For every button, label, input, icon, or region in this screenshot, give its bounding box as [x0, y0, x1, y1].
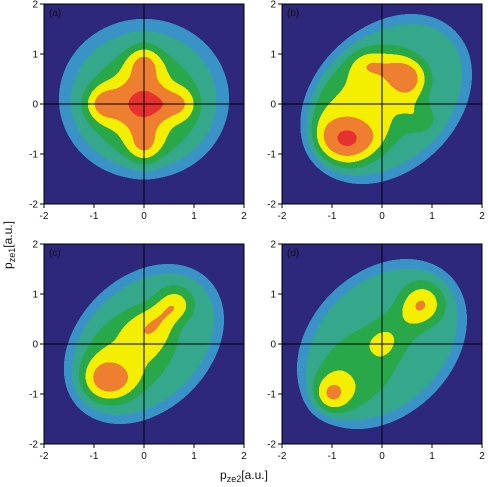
- y-tick-label: 2: [270, 240, 276, 251]
- x-axis-label: pze2[a.u.]: [220, 468, 268, 484]
- blob: [371, 303, 423, 355]
- x-tick-label: -2: [278, 451, 287, 462]
- y-tick-label: -2: [29, 440, 38, 451]
- y-tick-label: -1: [267, 150, 276, 161]
- y-tick-label: 0: [270, 340, 276, 351]
- x-tick-label: -1: [90, 451, 99, 462]
- panel-label: (c): [49, 248, 61, 259]
- x-tick-label: 2: [479, 211, 485, 222]
- panel-label: (a): [49, 8, 61, 19]
- y-tick-label: 0: [32, 340, 38, 351]
- blob: [174, 299, 189, 314]
- y-tick-label: 1: [270, 290, 276, 301]
- panel-label: (b): [287, 8, 299, 19]
- blob: [332, 124, 362, 154]
- blob: [99, 369, 119, 389]
- x-tick-label: 0: [141, 211, 147, 222]
- y-tick-label: 2: [32, 0, 38, 11]
- blob: [414, 296, 430, 312]
- y-axis-label: pze1[a.u.]: [1, 221, 17, 269]
- x-tick-label: -2: [278, 211, 287, 222]
- x-tick-label: 0: [379, 451, 385, 462]
- contour-field: [303, 15, 471, 183]
- x-tick-label: 2: [479, 451, 485, 462]
- y-tick-label: -1: [29, 150, 38, 161]
- blob: [352, 56, 382, 72]
- y-tick-label: -1: [29, 390, 38, 401]
- x-tick-label: 0: [141, 451, 147, 462]
- y-tick-label: 1: [32, 50, 38, 61]
- y-tick-label: -2: [267, 440, 276, 451]
- y-tick-label: 0: [32, 100, 38, 111]
- panel: [303, 15, 471, 183]
- y-tick-label: -2: [29, 200, 38, 211]
- blob: [397, 69, 417, 89]
- x-tick-label: 1: [191, 451, 197, 462]
- y-tick-label: 2: [32, 240, 38, 251]
- blob: [414, 108, 430, 130]
- y-tick-label: -2: [267, 200, 276, 211]
- x-tick-label: 1: [429, 451, 435, 462]
- y-tick-label: 1: [32, 290, 38, 301]
- x-tick-label: 0: [379, 211, 385, 222]
- panel-label: (d): [287, 248, 299, 259]
- x-tick-label: -2: [40, 451, 49, 462]
- x-tick-label: 1: [191, 211, 197, 222]
- blob: [324, 386, 340, 402]
- x-tick-label: 1: [429, 211, 435, 222]
- x-tick-label: -2: [40, 211, 49, 222]
- x-tick-label: -1: [328, 211, 337, 222]
- y-tick-label: 1: [270, 50, 276, 61]
- x-tick-label: 2: [241, 451, 247, 462]
- blob: [130, 300, 178, 348]
- y-tick-label: 0: [270, 100, 276, 111]
- x-tick-label: -1: [328, 451, 337, 462]
- x-tick-label: 2: [241, 211, 247, 222]
- y-tick-label: -1: [267, 390, 276, 401]
- y-tick-label: 2: [270, 0, 276, 11]
- x-tick-label: -1: [90, 211, 99, 222]
